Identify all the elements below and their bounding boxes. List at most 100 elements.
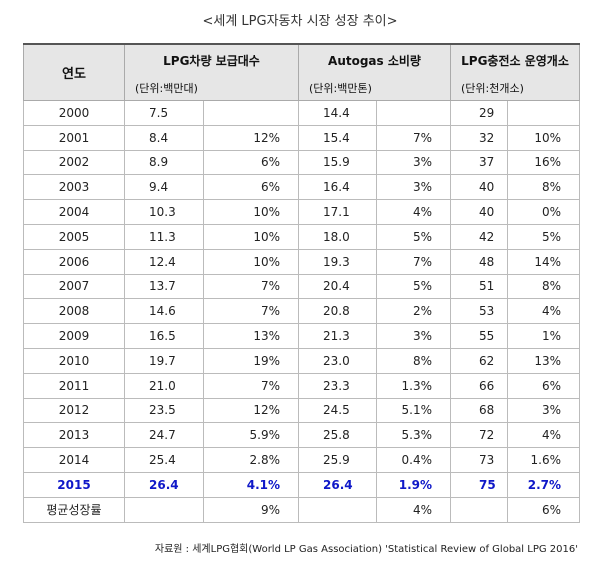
stations-cell: 29 <box>450 100 509 126</box>
vehicles-growth-cell: 19% <box>203 347 299 374</box>
table-row: 2007 13.7 7% 20.4 5% 51 8% <box>23 273 581 300</box>
stations-growth-cell: 14% <box>507 248 581 275</box>
year-cell: 2003 <box>23 174 125 201</box>
vehicles-growth-cell <box>203 100 299 126</box>
header-vehicles: LPG차량 보급대수 <box>124 43 299 76</box>
stations-cell: 42 <box>450 223 509 250</box>
vehicles-cell: 24.7 <box>124 422 204 449</box>
vehicles-cell: 11.3 <box>124 223 204 250</box>
vehicles-growth-cell: 10% <box>203 223 299 250</box>
autogas-growth-cell: 2% <box>375 298 452 325</box>
year-cell: 2014 <box>23 447 125 473</box>
average-autogas-growth: 4% <box>375 496 452 523</box>
table-row: 2006 12.4 10% 19.3 7% 48 14% <box>23 248 581 275</box>
vehicles-cell: 26.4 <box>124 471 204 498</box>
stations-cell: 62 <box>450 347 509 374</box>
stations-growth-cell <box>507 100 581 126</box>
header-year: 연도 <box>23 43 125 101</box>
year-cell: 2007 <box>23 273 125 300</box>
table-row: 2010 19.7 19% 23.0 8% 62 13% <box>23 347 581 374</box>
autogas-growth-cell: 0.4% <box>375 447 452 473</box>
stations-cell: 55 <box>450 323 509 349</box>
vehicles-growth-cell: 2.8% <box>203 447 299 473</box>
vehicles-cell: 10.3 <box>124 199 204 225</box>
average-vehicles-empty <box>124 496 204 523</box>
year-cell: 2015 <box>23 471 125 498</box>
table-row: 2005 11.3 10% 18.0 5% 42 5% <box>23 223 581 250</box>
stations-growth-cell: 5% <box>507 223 581 250</box>
stations-cell: 73 <box>450 447 509 473</box>
stations-cell: 40 <box>450 174 509 201</box>
vehicles-cell: 8.4 <box>124 124 204 151</box>
vehicles-cell: 21.0 <box>124 372 204 399</box>
vehicles-growth-cell: 13% <box>203 323 299 349</box>
autogas-growth-cell: 4% <box>375 199 452 225</box>
autogas-cell: 20.8 <box>298 298 377 325</box>
autogas-cell: 17.1 <box>298 199 377 225</box>
autogas-cell: 20.4 <box>298 273 377 300</box>
header-autogas: Autogas 소비량 <box>297 43 452 76</box>
year-cell: 2010 <box>23 347 125 374</box>
stations-cell: 72 <box>450 422 509 449</box>
autogas-growth-cell: 3% <box>375 323 452 349</box>
vehicles-cell: 12.4 <box>124 248 204 275</box>
average-stations-growth: 6% <box>507 496 581 523</box>
autogas-growth-cell: 5% <box>375 273 452 300</box>
year-cell: 2013 <box>23 422 125 449</box>
unit-stations: (단위:천개소) <box>450 76 581 101</box>
table-title: <세계 LPG자동차 시장 성장 추이> <box>202 14 398 29</box>
vehicles-cell: 23.5 <box>124 397 204 424</box>
unit-autogas: (단위:백만톤) <box>297 76 452 101</box>
autogas-growth-cell: 5.3% <box>375 422 452 449</box>
vehicles-growth-cell: 12% <box>203 397 299 424</box>
autogas-cell: 24.5 <box>298 397 377 424</box>
year-cell: 2000 <box>23 100 125 126</box>
year-cell: 2006 <box>23 248 125 275</box>
autogas-cell: 19.3 <box>298 248 377 275</box>
vehicles-growth-cell: 12% <box>203 124 299 151</box>
vehicles-cell: 7.5 <box>124 100 204 126</box>
vehicles-growth-cell: 4.1% <box>203 471 299 498</box>
autogas-growth-cell: 7% <box>375 124 452 151</box>
stations-growth-cell: 2.7% <box>507 471 581 498</box>
autogas-growth-cell: 3% <box>375 149 452 176</box>
year-cell: 2009 <box>23 323 125 349</box>
stations-growth-cell: 13% <box>507 347 581 374</box>
vehicles-growth-cell: 7% <box>203 298 299 325</box>
autogas-cell: 23.3 <box>298 372 377 399</box>
stations-cell: 51 <box>450 273 509 300</box>
vehicles-cell: 25.4 <box>124 447 204 473</box>
source-note: 자료원 : 세계LPG협회(World LP Gas Association) … <box>154 544 578 555</box>
autogas-growth-cell: 1.9% <box>375 471 452 498</box>
vehicles-growth-cell: 6% <box>203 174 299 201</box>
stations-growth-cell: 3% <box>507 397 581 424</box>
table-row: 2012 23.5 12% 24.5 5.1% 68 3% <box>23 397 581 424</box>
year-cell: 2008 <box>23 298 125 325</box>
autogas-cell: 25.9 <box>298 447 377 473</box>
autogas-cell: 23.0 <box>298 347 377 374</box>
lpg-market-table: 연도 LPG차량 보급대수 Autogas 소비량 LPG충전소 운영개소 (단… <box>23 43 581 523</box>
table-row: 2004 10.3 10% 17.1 4% 40 0% <box>23 199 581 225</box>
header-stations: LPG충전소 운영개소 <box>450 43 581 76</box>
stations-growth-cell: 8% <box>507 273 581 300</box>
table-row: 2011 21.0 7% 23.3 1.3% 66 6% <box>23 372 581 399</box>
vehicles-growth-cell: 10% <box>203 199 299 225</box>
stations-cell: 40 <box>450 199 509 225</box>
vehicles-growth-cell: 6% <box>203 149 299 176</box>
table-row: 2000 7.5 14.4 29 <box>23 100 581 126</box>
autogas-growth-cell: 3% <box>375 174 452 201</box>
table-row: 2002 8.9 6% 15.9 3% 37 16% <box>23 149 581 176</box>
year-cell: 2012 <box>23 397 125 424</box>
stations-cell: 48 <box>450 248 509 275</box>
autogas-cell: 26.4 <box>298 471 377 498</box>
autogas-cell: 15.4 <box>298 124 377 151</box>
average-vehicles-growth: 9% <box>203 496 299 523</box>
stations-growth-cell: 1% <box>507 323 581 349</box>
vehicles-growth-cell: 5.9% <box>203 422 299 449</box>
stations-growth-cell: 4% <box>507 422 581 449</box>
table-row: 2015 26.4 4.1% 26.4 1.9% 75 2.7% <box>23 471 581 498</box>
vehicles-growth-cell: 7% <box>203 273 299 300</box>
vehicles-cell: 9.4 <box>124 174 204 201</box>
table-row: 2001 8.4 12% 15.4 7% 32 10% <box>23 124 581 151</box>
year-cell: 2001 <box>23 124 125 151</box>
